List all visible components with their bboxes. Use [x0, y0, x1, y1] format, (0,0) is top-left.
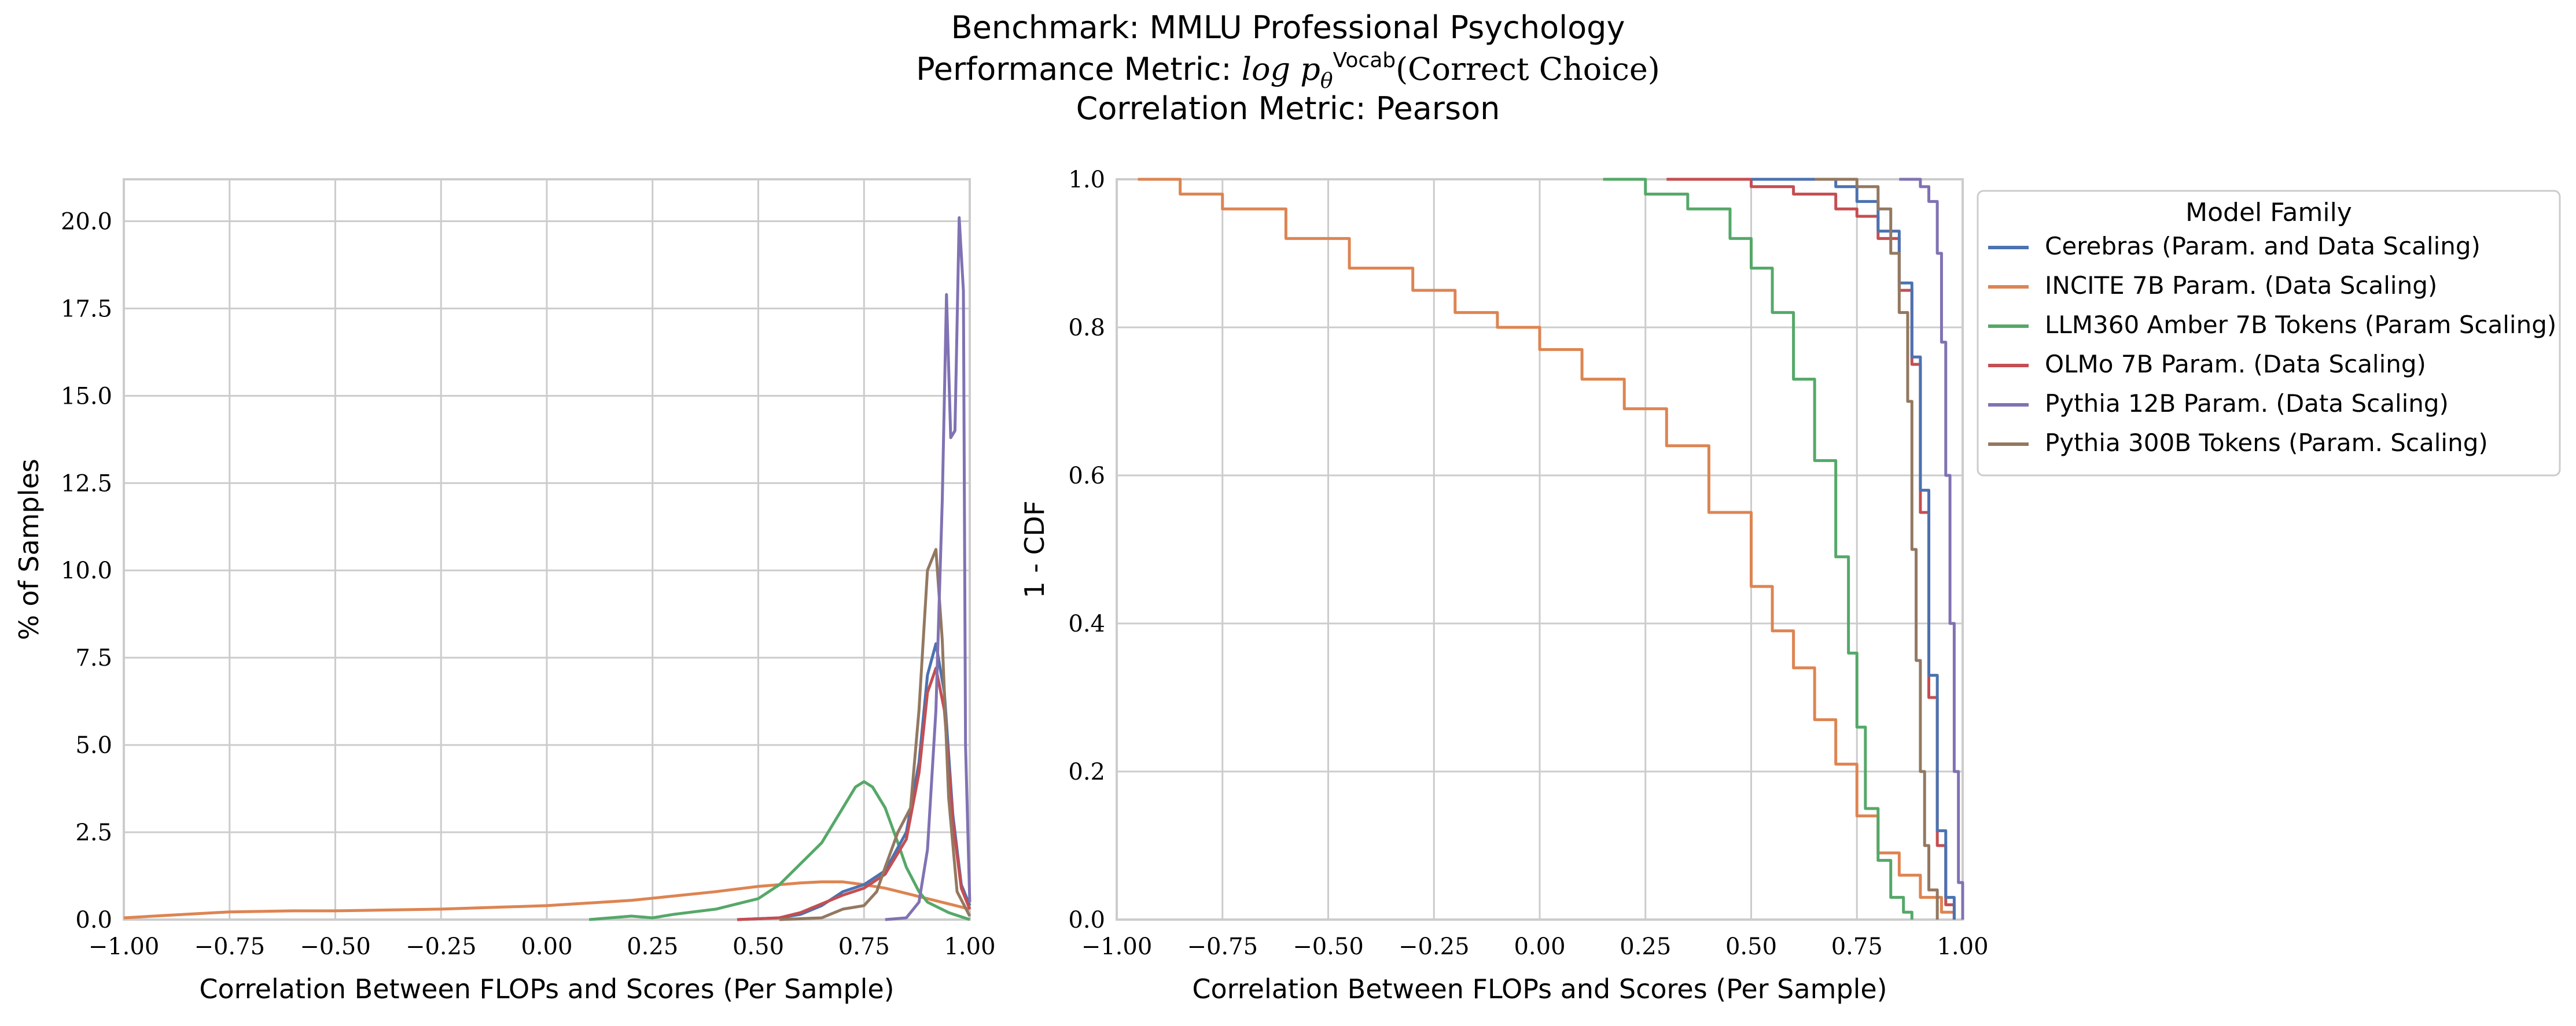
title-line-1: Benchmark: MMLU Professional Psychology: [951, 9, 1625, 46]
kde-gridlines: [123, 179, 971, 921]
kde-y-tick-label: 15.0: [61, 383, 112, 409]
cdf-y-tick-label: 0.4: [1068, 611, 1105, 637]
title-line-3: Correlation Metric: Pearson: [1076, 90, 1500, 127]
kde-line-pythia-12b-param-data-scaling: [885, 216, 971, 921]
legend-frame: [1977, 190, 2561, 477]
figure-title: Benchmark: MMLU Professional Psychology …: [916, 9, 1660, 127]
cdf-x-tick-label: −0.25: [1399, 933, 1470, 960]
kde-y-tick-label: 7.5: [75, 645, 112, 671]
kde-line-pythia-300b-tokens-param-scaling: [779, 548, 971, 921]
kde-y-axis-label: % of Samples: [13, 459, 45, 640]
kde-x-tick-label: 0.75: [838, 933, 890, 960]
kde-y-tick-label: 0.0: [75, 907, 112, 933]
kde-x-tick-labels: −1.00 −0.75 −0.50 −0.25 0.00 0.25 0.50 0.75 1.00: [89, 933, 996, 960]
legend-entries: Cerebras (Param. and Data Scaling) INCITE…: [1988, 232, 2556, 457]
cdf-line-llm360-amber-7b-tokens-param-scaling: [1603, 178, 1913, 920]
cdf-y-axis-label: 1 - CDF: [1019, 500, 1050, 598]
legend-entry-label: INCITE 7B Param. (Data Scaling): [2045, 271, 2437, 300]
kde-y-tick-label: 10.0: [61, 558, 112, 584]
kde-y-tick-label: 12.5: [61, 470, 112, 497]
title-line-2: Performance Metric: log pθVocab(Correct …: [916, 49, 1660, 93]
cdf-y-tick-labels: 0.0 0.2 0.4 0.6 0.8 1.0: [1068, 167, 1105, 933]
cdf-x-tick-label: 1.00: [1937, 933, 1988, 960]
kde-x-tick-label: 0.00: [521, 933, 572, 960]
kde-x-tick-label: 0.50: [733, 933, 784, 960]
kde-series: [123, 216, 971, 921]
cdf-y-tick-label: 0.2: [1068, 759, 1105, 785]
cdf-line-pythia-300b-tokens-param-scaling: [1815, 178, 1939, 920]
kde-y-tick-label: 17.5: [61, 296, 112, 322]
cdf-y-tick-label: 1.0: [1068, 167, 1105, 193]
kde-x-tick-label: −0.25: [406, 933, 477, 960]
legend-entry-label: Pythia 300B Tokens (Param. Scaling): [2045, 429, 2488, 457]
cdf-line-incite-7b-param-data-scaling: [1138, 178, 1956, 920]
cdf-x-axis-label: Correlation Between FLOPs and Scores (Pe…: [1192, 973, 1887, 1005]
kde-line-llm360-amber-7b-tokens-param-scaling: [588, 780, 970, 921]
cdf-axes-frame: [1116, 178, 1964, 921]
cdf-x-tick-label: −0.75: [1187, 933, 1258, 960]
kde-x-tick-label: −0.50: [300, 933, 371, 960]
kde-x-tick-label: 1.00: [944, 933, 995, 960]
cdf-series: [1138, 178, 1964, 920]
cdf-x-tick-labels: −1.00 −0.75 −0.50 −0.25 0.00 0.25 0.50 0.75 1.00: [1081, 933, 1989, 960]
legend-entry-label: LLM360 Amber 7B Tokens (Param Scaling): [2045, 311, 2556, 339]
cdf-y-tick-label: 0.0: [1068, 907, 1105, 933]
kde-x-tick-label: −1.00: [89, 933, 160, 960]
kde-line-cerebras-param-and-data-scaling: [737, 642, 971, 921]
cdf-line-cerebras-param-and-data-scaling: [1751, 178, 1956, 920]
legend-entry-label: OLMo 7B Param. (Data Scaling): [2045, 350, 2426, 378]
cdf-x-tick-label: 0.50: [1725, 933, 1777, 960]
kde-x-tick-label: 0.25: [627, 933, 678, 960]
cdf-x-tick-label: −1.00: [1081, 933, 1153, 960]
cdf-y-tick-label: 0.6: [1068, 463, 1105, 489]
cdf-x-tick-label: 0.25: [1620, 933, 1671, 960]
legend-title: Model Family: [2185, 198, 2352, 227]
legend-entry-label: Cerebras (Param. and Data Scaling): [2045, 232, 2481, 260]
kde-y-tick-label: 5.0: [75, 732, 112, 759]
kde-y-tick-labels: 0.0 2.5 5.0 7.5 10.0 12.5 15.0 17.5 20.0: [61, 208, 112, 933]
cdf-panel: −1.00 −0.75 −0.50 −0.25 0.00 0.25 0.50 0.75 1.00…: [1019, 167, 1989, 1005]
cdf-x-tick-label: 0.75: [1831, 933, 1883, 960]
cdf-line-pythia-12b-param-data-scaling: [1899, 178, 1964, 920]
cdf-x-tick-label: 0.00: [1514, 933, 1565, 960]
kde-y-tick-label: 2.5: [75, 820, 112, 846]
kde-panel: −1.00 −0.75 −0.50 −0.25 0.00 0.25 0.50 0.75 1.00…: [13, 178, 996, 1005]
cdf-y-tick-label: 0.8: [1068, 315, 1105, 341]
cdf-x-tick-label: −0.50: [1293, 933, 1364, 960]
legend-entry-label: Pythia 12B Param. (Data Scaling): [2045, 389, 2449, 418]
kde-y-tick-label: 20.0: [61, 208, 112, 235]
kde-line-olmo-7b-param-data-scaling: [737, 666, 971, 921]
kde-x-axis-label: Correlation Between FLOPs and Scores (Pe…: [199, 973, 894, 1005]
kde-line-incite-7b-param-data-scaling: [123, 880, 970, 920]
kde-axes-frame: [123, 178, 971, 921]
legend: Model Family Cerebras (Param. and Data S…: [1977, 190, 2561, 477]
kde-x-tick-label: −0.75: [194, 933, 265, 960]
